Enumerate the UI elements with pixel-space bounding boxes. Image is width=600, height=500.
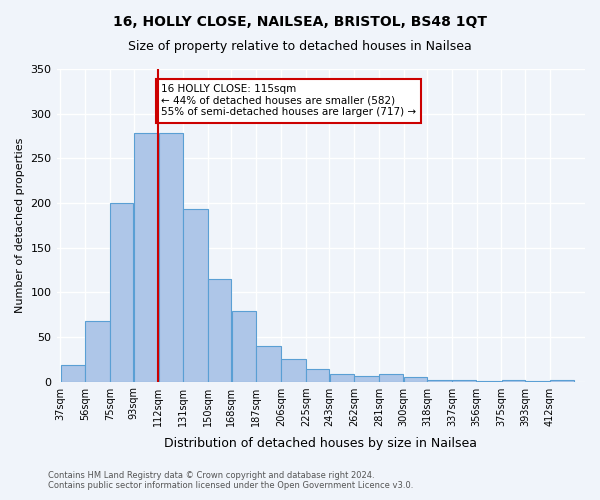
Y-axis label: Number of detached properties: Number of detached properties	[15, 138, 25, 313]
Bar	[404, 377, 427, 382]
Bar	[61, 366, 85, 382]
Bar	[85, 321, 110, 382]
Bar	[158, 134, 183, 382]
Bar	[184, 209, 208, 382]
Bar	[452, 380, 476, 382]
Bar	[379, 374, 403, 382]
Text: 16 HOLLY CLOSE: 115sqm
← 44% of detached houses are smaller (582)
55% of semi-de: 16 HOLLY CLOSE: 115sqm ← 44% of detached…	[161, 84, 416, 117]
Text: Contains HM Land Registry data © Crown copyright and database right 2024.
Contai: Contains HM Land Registry data © Crown c…	[48, 470, 413, 490]
Bar	[110, 203, 133, 382]
Bar	[525, 380, 550, 382]
Bar	[329, 374, 354, 382]
Text: 16, HOLLY CLOSE, NAILSEA, BRISTOL, BS48 1QT: 16, HOLLY CLOSE, NAILSEA, BRISTOL, BS48 …	[113, 15, 487, 29]
Bar	[550, 380, 574, 382]
Bar	[134, 134, 158, 382]
Bar	[502, 380, 525, 382]
Bar	[281, 359, 305, 382]
Text: Size of property relative to detached houses in Nailsea: Size of property relative to detached ho…	[128, 40, 472, 53]
Bar	[427, 380, 452, 382]
Bar	[354, 376, 379, 382]
X-axis label: Distribution of detached houses by size in Nailsea: Distribution of detached houses by size …	[164, 437, 477, 450]
Bar	[306, 369, 329, 382]
Bar	[256, 346, 281, 382]
Bar	[477, 380, 501, 382]
Bar	[208, 279, 231, 382]
Bar	[232, 311, 256, 382]
